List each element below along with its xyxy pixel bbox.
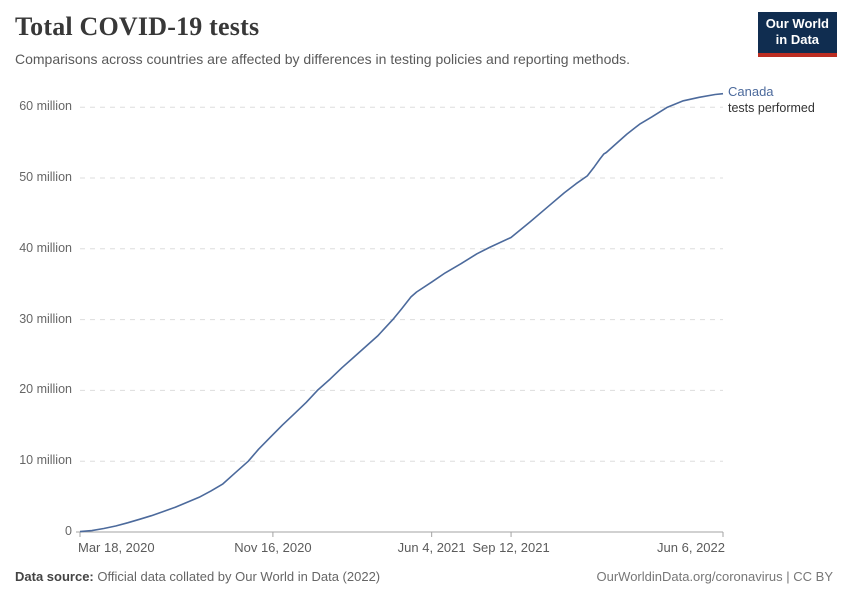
series-end-label[interactable]: Canada tests performed xyxy=(728,84,843,115)
y-axis-label: 20 million xyxy=(19,382,72,397)
data-source-label: Data source: xyxy=(15,569,94,584)
data-line-canada[interactable] xyxy=(79,92,724,533)
y-axis-label: 10 million xyxy=(19,453,72,468)
owid-logo-line2: in Data xyxy=(775,32,820,48)
chart-footer: Data source: Official data collated by O… xyxy=(0,566,850,600)
x-axis-label: Mar 18, 2020 xyxy=(78,540,155,555)
owid-logo-line1: Our World xyxy=(765,16,829,31)
y-axis-label: 60 million xyxy=(19,99,72,114)
data-source-text: Official data collated by Our World in D… xyxy=(93,569,381,584)
x-axis-label: Jun 4, 2021 xyxy=(397,540,466,555)
page-title: Total COVID-19 tests xyxy=(15,12,260,41)
x-axis-label: Jun 6, 2022 xyxy=(657,540,725,555)
owid-license-link[interactable]: OurWorldinData.org/coronavirus | CC BY xyxy=(596,569,833,584)
chart-subtitle: Comparisons across countries are affecte… xyxy=(15,51,631,67)
x-axis-label: Sep 12, 2021 xyxy=(472,540,550,555)
y-axis-label: 50 million xyxy=(19,170,72,184)
y-axis-label: 0 xyxy=(65,524,72,538)
series-entity-name[interactable]: Canada xyxy=(728,84,774,99)
x-axis-label: Nov 16, 2020 xyxy=(234,540,312,555)
y-axis-label: 30 million xyxy=(19,311,72,326)
y-axis-label: 40 million xyxy=(19,240,72,255)
series-metric-label: tests performed xyxy=(728,100,815,115)
owid-logo: Our World in Data xyxy=(757,12,837,57)
data-source-note: Data source: Official data collated by O… xyxy=(15,569,380,584)
